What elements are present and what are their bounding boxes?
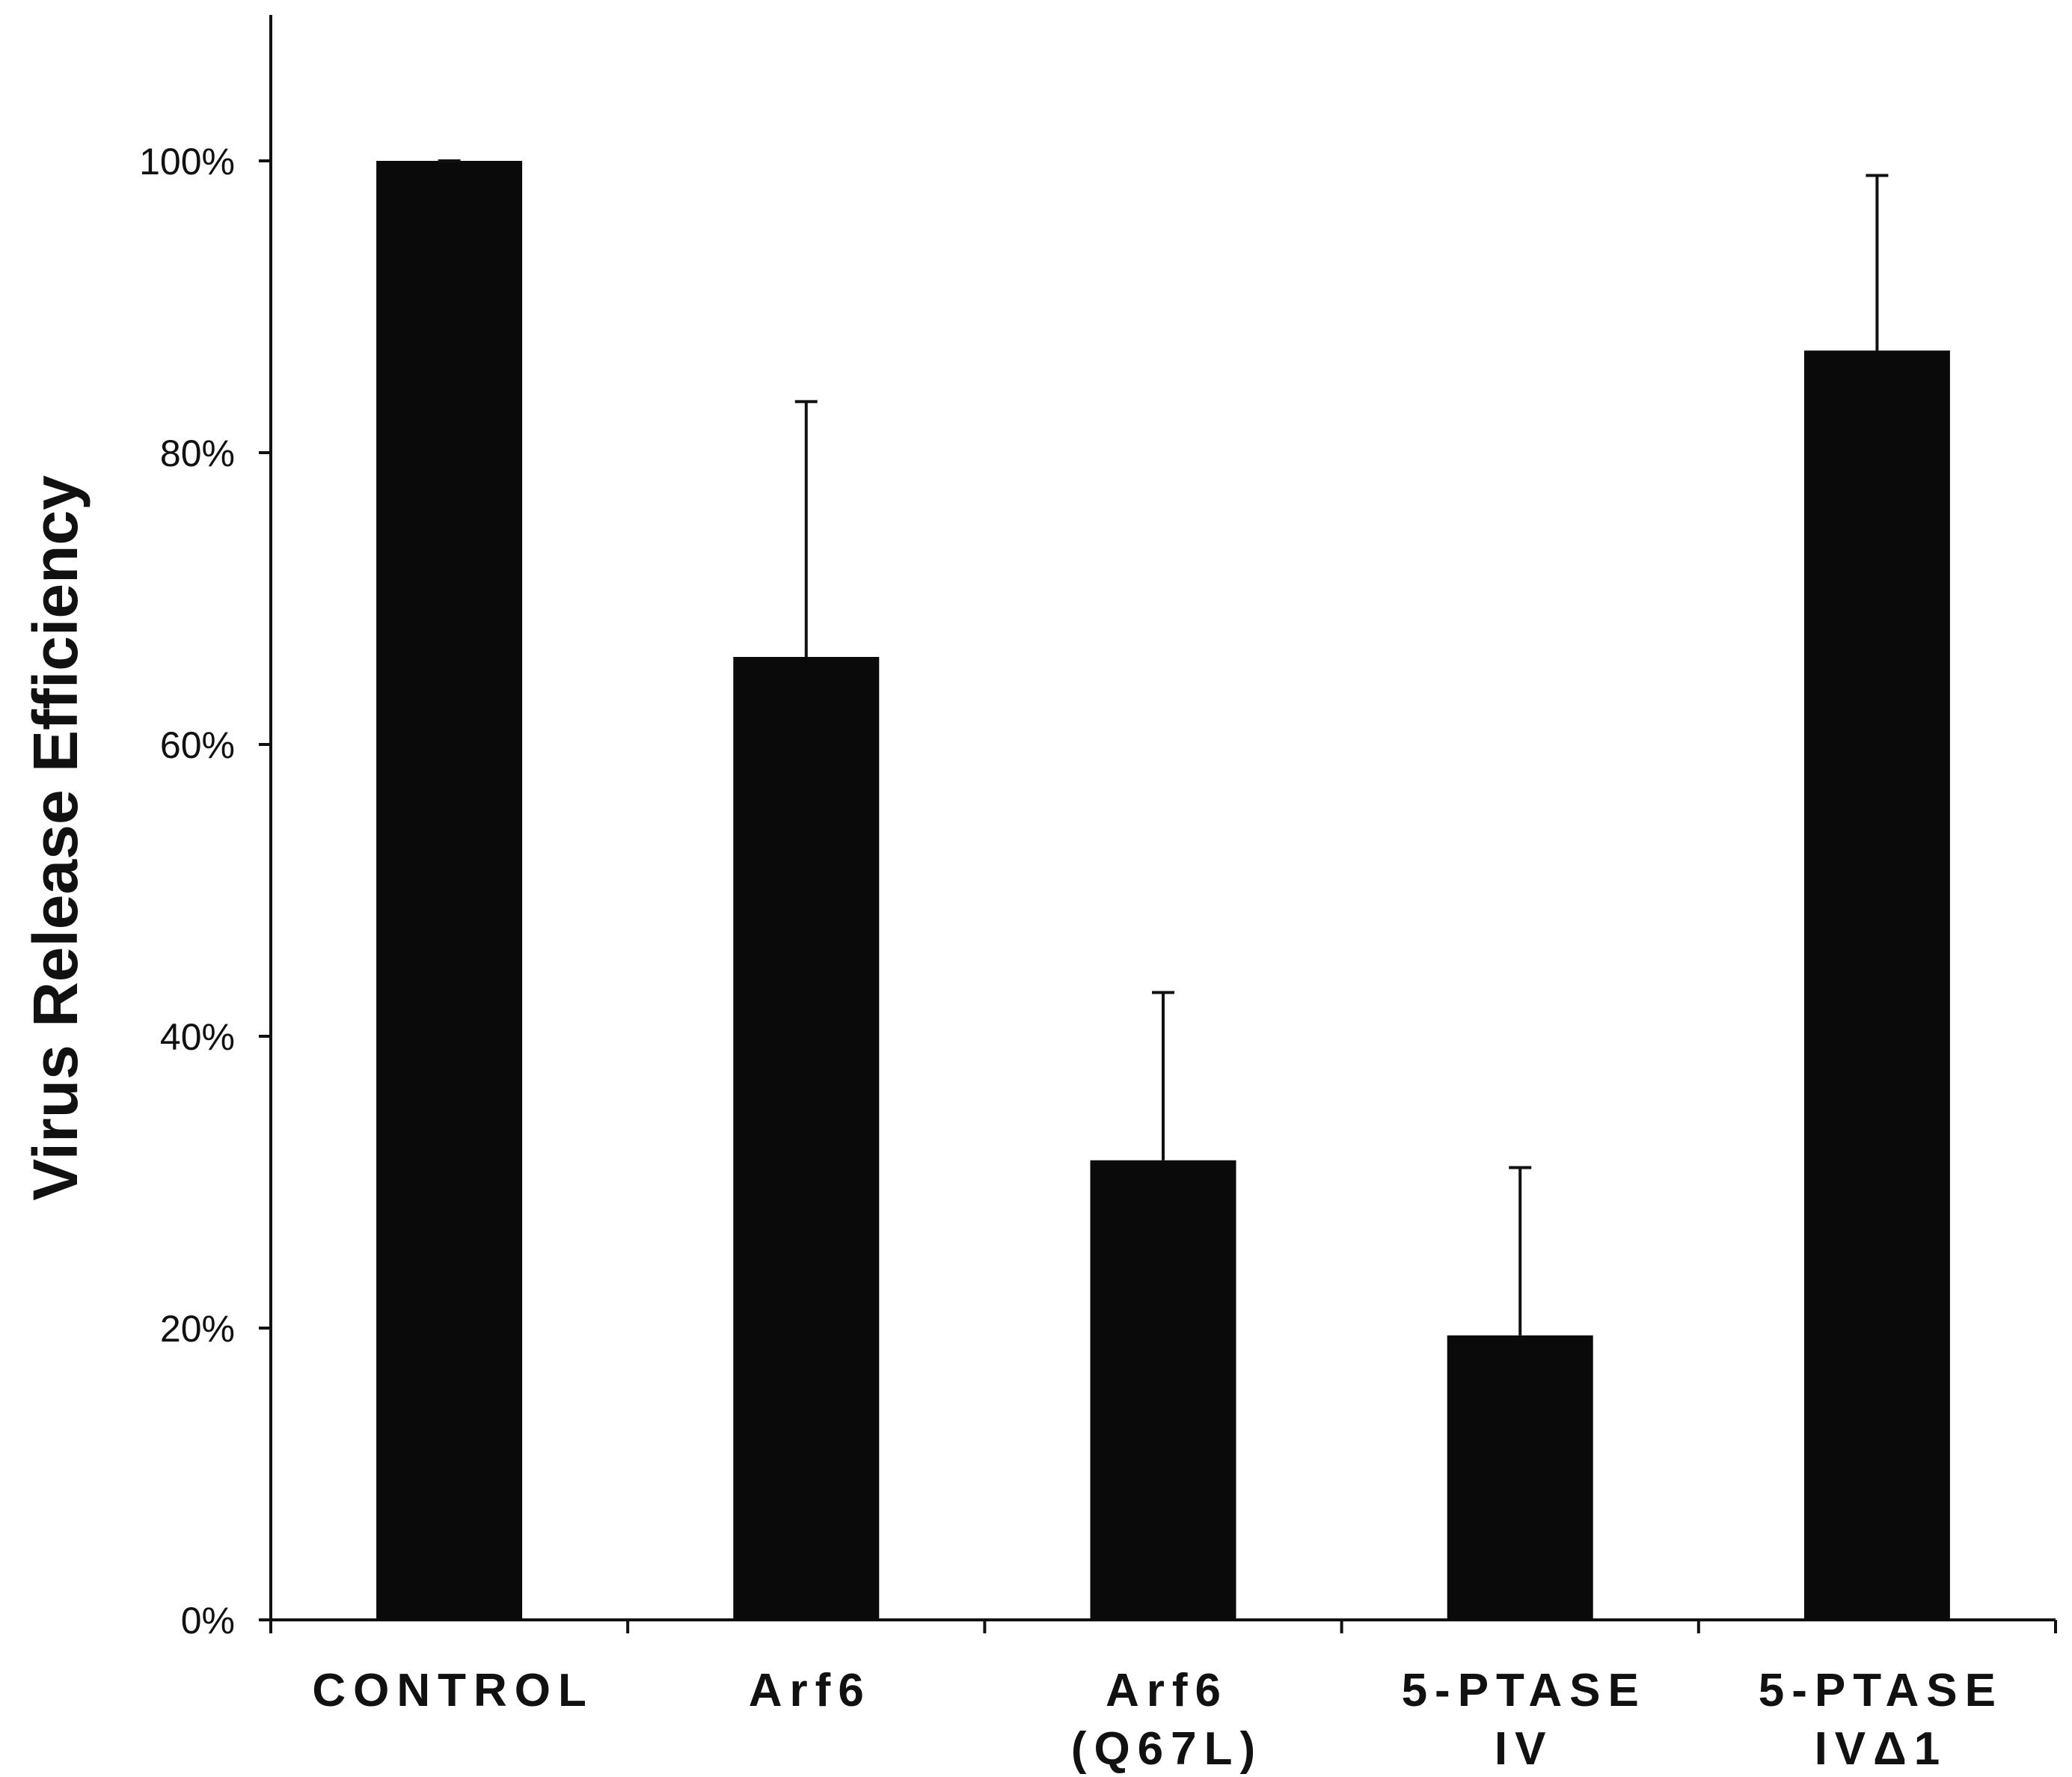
bar [1090, 1160, 1236, 1620]
x-category-label: (Q67L) [1071, 1723, 1263, 1775]
y-tick-label: 0% [181, 1600, 235, 1642]
y-axis-title: Virus Release Efficiency [20, 475, 91, 1201]
bars [376, 161, 1950, 1620]
bar [733, 657, 880, 1620]
x-category-label: 5-PTASE [1759, 1665, 2003, 1716]
y-tick-label: 100% [139, 141, 235, 183]
y-tick-label: 20% [160, 1308, 235, 1350]
bar [1803, 350, 1950, 1620]
x-category-label: IVΔ1 [1815, 1723, 1948, 1775]
error-bars [438, 159, 1889, 1336]
x-category-label: 5-PTASE [1402, 1665, 1646, 1716]
bar [1447, 1335, 1593, 1620]
labels: 0% 20% 40% 60% 80% 100% CONTROL Arf6 Arf6 (Q67L) 5… [139, 141, 2003, 1775]
bar [376, 161, 523, 1620]
x-category-label: Arf6 [1106, 1665, 1228, 1716]
y-tick-label: 80% [160, 432, 235, 474]
axes [259, 15, 2057, 1633]
x-category-label: Arf6 [749, 1665, 871, 1716]
x-category-label: IV [1495, 1723, 1554, 1775]
y-tick-label: 60% [160, 724, 235, 766]
y-tick-label: 40% [160, 1016, 235, 1058]
x-category-label: CONTROL [312, 1665, 594, 1716]
